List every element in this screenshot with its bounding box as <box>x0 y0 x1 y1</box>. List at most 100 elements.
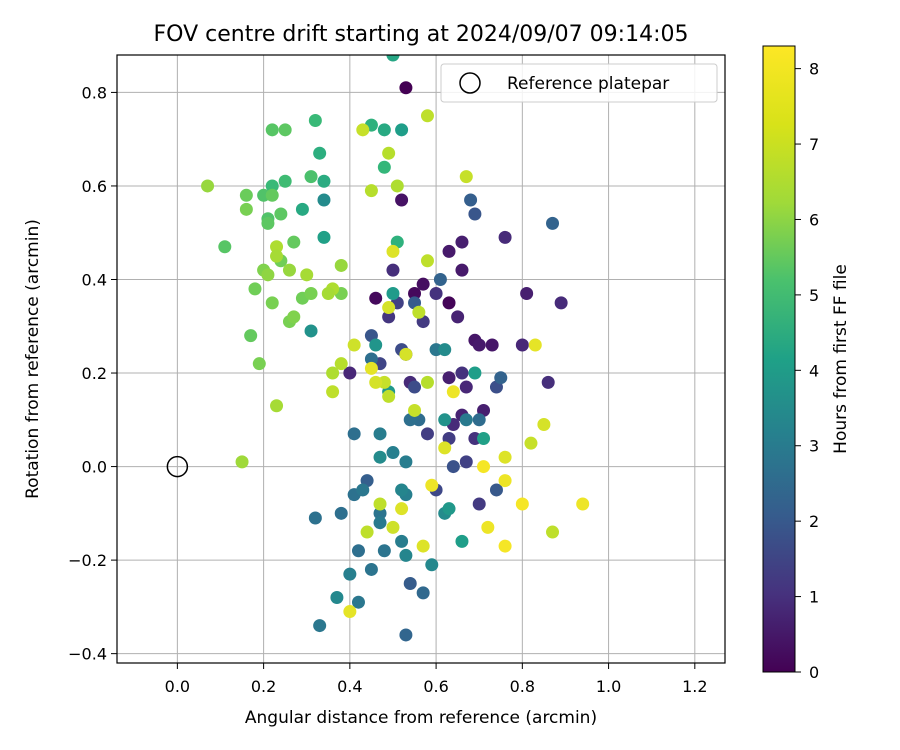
data-point <box>420 254 434 268</box>
data-point <box>347 338 361 352</box>
data-point <box>356 123 370 137</box>
data-point <box>498 450 512 464</box>
data-point <box>356 483 370 497</box>
colorbar-tick-label: 4 <box>809 361 819 380</box>
y-axis: −0.4 −0.2 0.0 0.2 0.4 0.6 0.8 <box>68 83 117 664</box>
data-point <box>343 605 357 619</box>
data-point <box>295 202 309 216</box>
data-point <box>408 403 422 417</box>
data-point <box>373 516 387 530</box>
data-point <box>287 235 301 249</box>
data-point <box>382 310 396 324</box>
data-point <box>399 347 413 361</box>
data-point <box>351 544 365 558</box>
colorbar-ticks: 0 1 2 3 4 5 6 7 8 <box>795 60 819 682</box>
data-point <box>334 258 348 272</box>
grid <box>117 55 725 663</box>
data-point <box>576 497 590 511</box>
colorbar-tick-label: 1 <box>809 588 819 607</box>
data-point <box>278 174 292 188</box>
data-point <box>399 455 413 469</box>
y-axis-label: Rotation from reference (arcmin) <box>23 219 43 499</box>
legend-box <box>440 63 718 103</box>
reference-platepar-marker <box>166 455 189 478</box>
data-point <box>472 338 486 352</box>
data-point <box>408 287 422 301</box>
y-tick-label: 0.0 <box>82 458 107 477</box>
data-point <box>442 502 456 516</box>
data-point <box>308 511 322 525</box>
x-tick-label: 0.4 <box>337 677 362 696</box>
data-point <box>546 525 560 539</box>
data-point <box>386 446 400 460</box>
data-point <box>438 343 452 357</box>
data-point <box>438 413 452 427</box>
data-point <box>265 296 279 310</box>
x-axis-label: Angular distance from reference (arcmin) <box>245 708 597 728</box>
data-point <box>395 502 409 516</box>
colorbar-tick-label: 8 <box>809 60 819 79</box>
data-point <box>451 310 465 324</box>
y-tick-label: 0.8 <box>82 83 107 102</box>
data-point <box>334 357 348 371</box>
data-point <box>386 287 400 301</box>
data-point <box>377 160 391 174</box>
data-point <box>261 268 275 282</box>
x-tick-label: 0.0 <box>165 677 190 696</box>
data-point <box>520 287 534 301</box>
data-point <box>399 81 413 95</box>
data-point <box>459 455 473 469</box>
data-point <box>455 235 469 249</box>
legend: Reference platepar <box>440 63 718 103</box>
chart-title: FOV centre drift starting at 2024/09/07 … <box>154 22 689 47</box>
data-point <box>239 188 253 202</box>
data-point <box>546 216 560 230</box>
data-point <box>347 427 361 441</box>
data-point <box>317 193 331 207</box>
data-point <box>364 184 378 198</box>
legend-marker-icon <box>459 72 481 94</box>
colorbar: 0 1 2 3 4 5 6 7 8 Hours from first FF file <box>762 45 851 682</box>
data-point <box>261 216 275 230</box>
data-point <box>252 357 266 371</box>
data-point <box>446 460 460 474</box>
data-point <box>244 329 258 343</box>
data-point <box>408 380 422 394</box>
data-point <box>481 520 495 534</box>
data-point <box>287 310 301 324</box>
data-point <box>537 417 551 431</box>
y-tick-label: −0.4 <box>68 645 107 664</box>
x-tick-label: 0.8 <box>510 677 535 696</box>
x-tick-label: 0.6 <box>423 677 448 696</box>
data-point <box>477 432 491 446</box>
data-point <box>403 576 417 590</box>
data-point <box>377 123 391 137</box>
data-point <box>343 567 357 581</box>
data-point <box>304 170 318 184</box>
data-point <box>386 263 400 277</box>
data-point <box>468 207 482 221</box>
data-point <box>395 193 409 207</box>
colorbar-tick-label: 6 <box>809 210 819 229</box>
data-point <box>485 338 499 352</box>
data-point <box>489 483 503 497</box>
data-point <box>477 460 491 474</box>
data-point <box>468 366 482 380</box>
data-point <box>369 375 383 389</box>
data-point <box>395 534 409 548</box>
data-point <box>455 263 469 277</box>
data-point <box>498 230 512 244</box>
data-point <box>395 483 409 497</box>
data-point <box>455 534 469 548</box>
data-point <box>239 202 253 216</box>
x-axis: 0.0 0.2 0.4 0.6 0.8 1.0 1.2 <box>165 663 708 696</box>
data-point <box>373 497 387 511</box>
data-point <box>412 305 426 319</box>
data-point <box>304 324 318 338</box>
data-point <box>442 296 456 310</box>
data-point <box>399 628 413 642</box>
data-point <box>472 497 486 511</box>
data-point <box>317 174 331 188</box>
x-tick-label: 1.2 <box>682 677 707 696</box>
